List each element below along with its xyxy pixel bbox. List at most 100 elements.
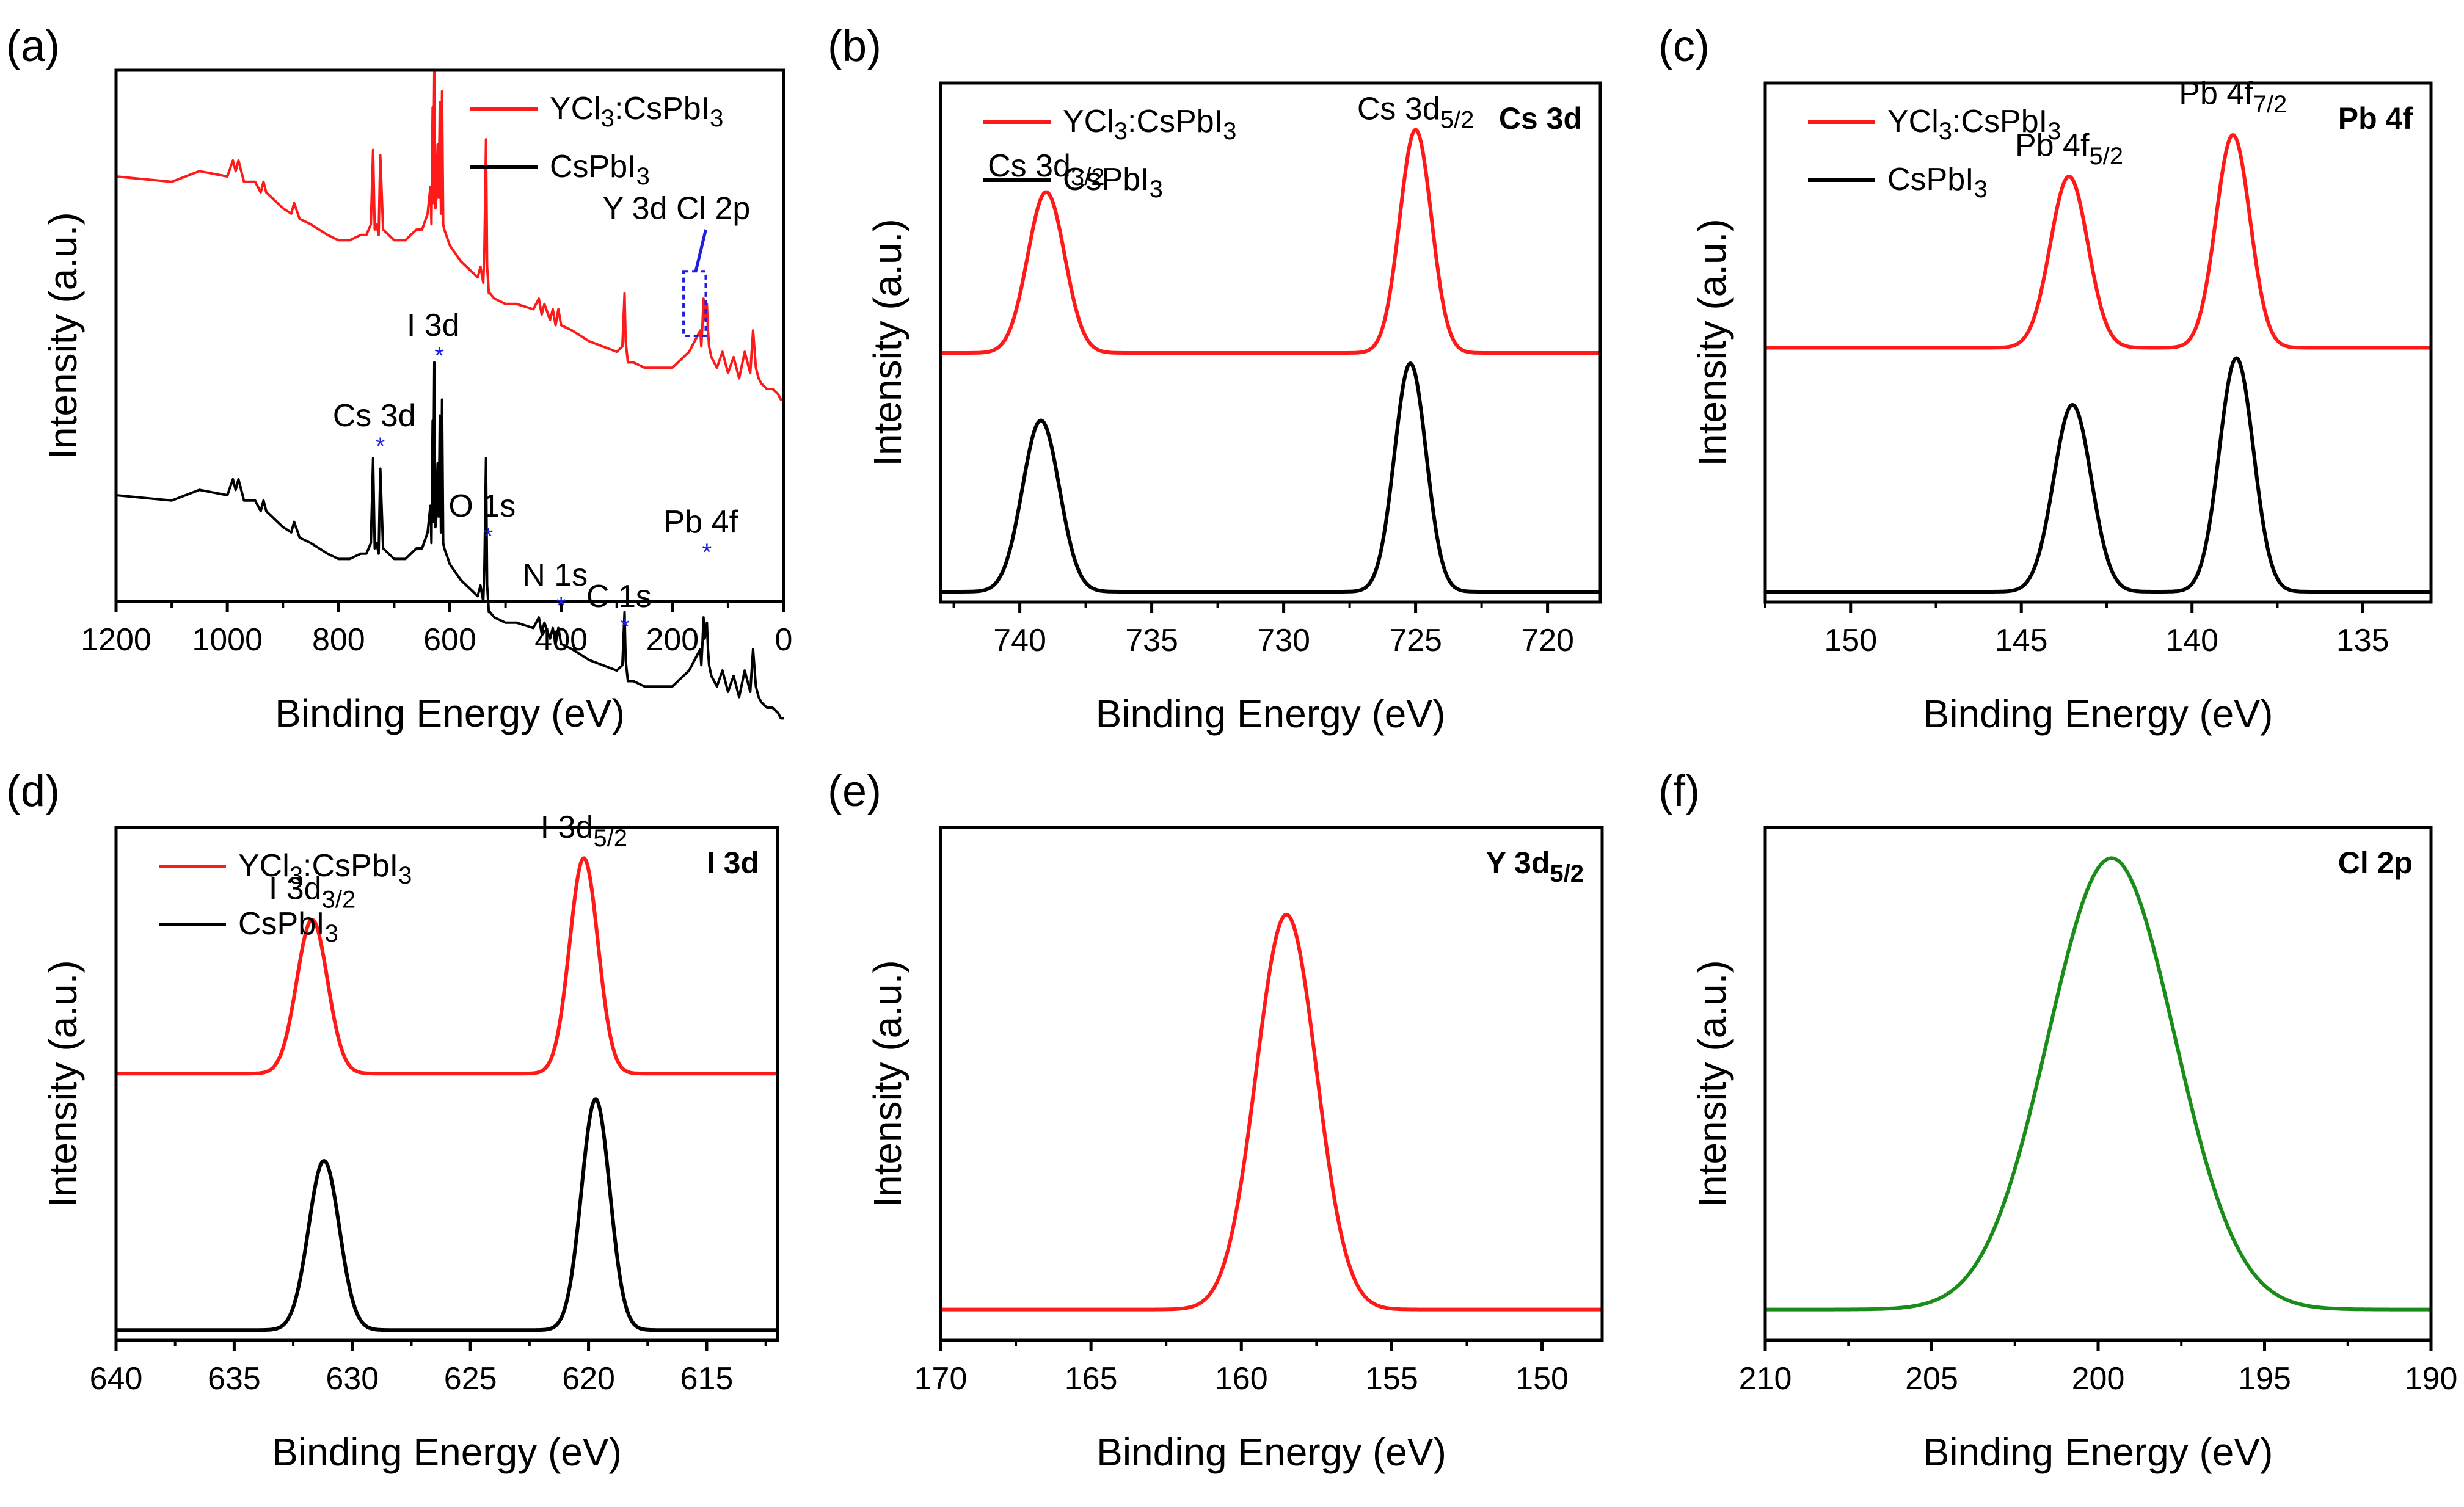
x-axis-label: Binding Energy (eV) xyxy=(1923,692,2273,736)
peak-marker: * xyxy=(621,614,630,641)
series-line-cl-2p xyxy=(1764,856,2432,1312)
x-tick-label: 630 xyxy=(326,1361,379,1396)
chart-title: Pb 4f xyxy=(2338,101,2413,136)
x-tick-label: 190 xyxy=(2405,1361,2458,1396)
x-tick-label: 160 xyxy=(1215,1361,1268,1396)
plot-frame xyxy=(1763,826,2433,1342)
x-tick-label: 620 xyxy=(562,1361,615,1396)
annotation-label: I 3d xyxy=(407,308,460,343)
chart-title: Y 3d5/2 xyxy=(1486,846,1584,887)
series-line-cspbi3 xyxy=(115,1097,779,1332)
y-axis-label: Intensity (a.u.) xyxy=(41,960,85,1208)
x-tick-label: 1200 xyxy=(81,622,151,658)
x-tick-label: 135 xyxy=(2336,623,2389,658)
legend-label: YCl3:CsPbI3 xyxy=(550,91,723,132)
x-axis-label: Binding Energy (eV) xyxy=(275,691,625,735)
series-line-ycl3-cspbi3 xyxy=(115,856,779,1076)
x-tick-label: 150 xyxy=(1515,1361,1569,1396)
peak-marker: * xyxy=(484,523,494,550)
annotation-label: I 3d5/2 xyxy=(541,810,627,852)
series-line-ycl3-cspbi3 xyxy=(115,69,784,401)
annotation-label: Cs 3d5/2 xyxy=(1357,92,1474,134)
panel-d: (d) 640 635 630 625 620 615 Binding Energy (eV)… xyxy=(6,767,779,1474)
x-tick-label: 615 xyxy=(680,1361,734,1396)
plot-frame xyxy=(939,826,1604,1342)
x-tick-label: 400 xyxy=(534,622,588,658)
y-axis-label: Intensity (a.u.) xyxy=(41,212,85,460)
panel-e: (e) 170 165 160 155 150 Binding Energy (eV) Int… xyxy=(828,767,1604,1474)
legend-label: YCl3:CsPbI3 xyxy=(238,848,412,889)
plot-frame xyxy=(939,81,1602,604)
panel-f: (f) 210 205 200 195 190 Binding Energy (eV) Int… xyxy=(1658,767,2457,1474)
panel-tag: (c) xyxy=(1658,22,1710,71)
x-tick-label: 725 xyxy=(1389,623,1442,658)
legend-label: CsPbI3 xyxy=(238,906,338,947)
annotation-label: Y 3d Cl 2p xyxy=(602,191,750,227)
x-tick-label: 165 xyxy=(1065,1361,1118,1396)
x-tick-label: 735 xyxy=(1125,623,1178,658)
peak-marker: * xyxy=(702,539,712,566)
legend-label: YCl3:CsPbI3 xyxy=(1063,104,1236,145)
legend-label: CsPbI3 xyxy=(1887,162,1988,203)
panel-tag: (b) xyxy=(828,22,881,71)
series-line-y-3d5-2 xyxy=(939,912,1603,1312)
chart-title: Cl 2p xyxy=(2338,846,2413,880)
x-tick-label: 1000 xyxy=(192,622,263,658)
x-tick-label: 155 xyxy=(1365,1361,1418,1396)
x-axis-label: Binding Energy (eV) xyxy=(1096,1430,1446,1474)
x-axis-label: Binding Energy (eV) xyxy=(1923,1430,2273,1474)
series-line-cspbi3 xyxy=(1764,356,2432,594)
highlight-box xyxy=(682,270,707,337)
annotation-label: O 1s xyxy=(448,488,516,524)
plot-frame xyxy=(1763,81,2433,604)
y-axis-label: Intensity (a.u.) xyxy=(866,219,909,467)
plot-frame xyxy=(114,826,779,1342)
x-tick-label: 140 xyxy=(2165,623,2218,658)
annotation-label: Pb 4f5/2 xyxy=(2015,128,2123,170)
x-tick-label: 0 xyxy=(775,622,793,658)
x-tick-label: 600 xyxy=(423,622,476,658)
x-tick-label: 640 xyxy=(90,1361,143,1396)
annotation-label: N 1s xyxy=(522,557,588,593)
panel-tag: (e) xyxy=(828,767,881,816)
panel-tag: (f) xyxy=(1658,767,1700,816)
x-tick-label: 210 xyxy=(1739,1361,1792,1396)
legend-label: CsPbI3 xyxy=(550,149,650,190)
annotation-label: C 1s xyxy=(586,579,652,614)
y-axis-label: Intensity (a.u.) xyxy=(1690,219,1734,467)
x-tick-label: 200 xyxy=(2072,1361,2125,1396)
chart-title: Cs 3d xyxy=(1499,101,1582,136)
annotation-label: Cs 3d3/2 xyxy=(988,148,1104,191)
x-tick-label: 720 xyxy=(1521,623,1574,658)
y-axis-label: Intensity (a.u.) xyxy=(866,960,909,1208)
x-tick-label: 625 xyxy=(444,1361,497,1396)
x-tick-label: 730 xyxy=(1257,623,1310,658)
x-tick-label: 205 xyxy=(1905,1361,1958,1396)
series-line-cspbi3 xyxy=(115,361,784,720)
x-tick-label: 200 xyxy=(646,622,699,658)
x-tick-label: 800 xyxy=(312,622,365,658)
series-line-ycl3-cspbi3 xyxy=(1764,133,2432,350)
peak-marker: * xyxy=(434,343,444,369)
arrow-icon xyxy=(694,229,707,272)
annotation-label: I 3d3/2 xyxy=(269,871,355,913)
x-tick-label: 195 xyxy=(2238,1361,2291,1396)
panel-c: (c) 150 145 140 135 Binding Energy (eV) Intens… xyxy=(1658,22,2433,736)
x-axis-label: Binding Energy (eV) xyxy=(272,1430,622,1474)
panel-tag: (d) xyxy=(6,767,60,816)
panel-tag: (a) xyxy=(6,22,60,71)
x-tick-label: 740 xyxy=(993,623,1046,658)
series-line-cspbi3 xyxy=(939,361,1602,594)
x-tick-label: 150 xyxy=(1824,623,1877,658)
x-axis-label: Binding Energy (eV) xyxy=(1096,692,1446,736)
legend-label: CsPbI3 xyxy=(1063,162,1163,203)
x-tick-label: 170 xyxy=(914,1361,968,1396)
annotation-label: Cs 3d xyxy=(333,398,416,434)
x-tick-label: 635 xyxy=(208,1361,261,1396)
annotation-label: Pb 4f xyxy=(664,504,738,540)
chart-title: I 3d xyxy=(707,846,759,880)
peak-marker: * xyxy=(376,433,385,460)
legend-label: YCl3:CsPbI3 xyxy=(1887,104,2061,145)
panel-a: (a) 1200 1000 800 600 400 200 0 Binding Energy (… xyxy=(6,22,792,735)
